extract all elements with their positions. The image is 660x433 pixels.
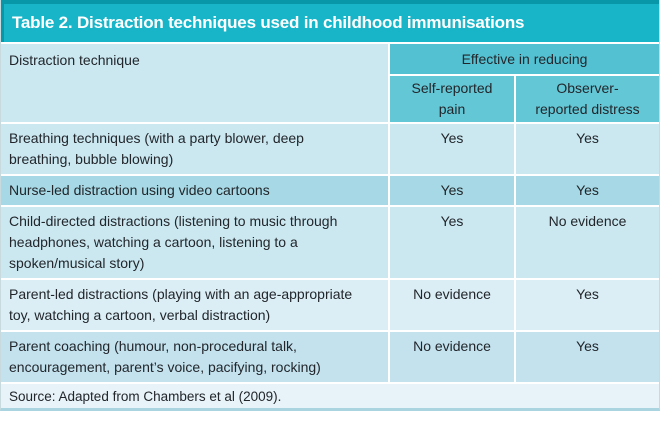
table-row-observer-reported-distress: Yes: [516, 176, 659, 205]
table-row-technique: Parent-led distractions (playing with an…: [1, 280, 388, 330]
table-row-observer-reported-distress: No evidence: [516, 207, 659, 278]
table-row-self-reported-pain: Yes: [390, 124, 514, 174]
column-header-observer-reported-distress: Observer- reported distress: [516, 76, 659, 122]
table-row-self-reported-pain: No evidence: [390, 280, 514, 330]
table-row-self-reported-pain: Yes: [390, 176, 514, 205]
table-grid: Distraction technique Effective in reduc…: [1, 44, 659, 408]
table-row-technique: Child-directed distractions (listening t…: [1, 207, 388, 278]
table-row-technique: Breathing techniques (with a party blowe…: [1, 124, 388, 174]
table-2-container: Table 2. Distraction techniques used in …: [0, 0, 660, 411]
table-row-observer-reported-distress: Yes: [516, 332, 659, 382]
column-group-header-effective-in-reducing: Effective in reducing: [390, 44, 659, 74]
table-title-bar: Table 2. Distraction techniques used in …: [1, 0, 659, 42]
table-row-technique: Nurse-led distraction using video cartoo…: [1, 176, 388, 205]
table-source-note: Source: Adapted from Chambers et al (200…: [1, 384, 659, 408]
table-row-self-reported-pain: No evidence: [390, 332, 514, 382]
table-row-observer-reported-distress: Yes: [516, 124, 659, 174]
table-row-observer-reported-distress: Yes: [516, 280, 659, 330]
column-header-distraction-technique: Distraction technique: [1, 44, 388, 122]
table-row-technique: Parent coaching (humour, non-procedural …: [1, 332, 388, 382]
column-header-self-reported-pain: Self-reported pain: [390, 76, 514, 122]
table-row-self-reported-pain: Yes: [390, 207, 514, 278]
table-title: Table 2. Distraction techniques used in …: [12, 13, 525, 32]
